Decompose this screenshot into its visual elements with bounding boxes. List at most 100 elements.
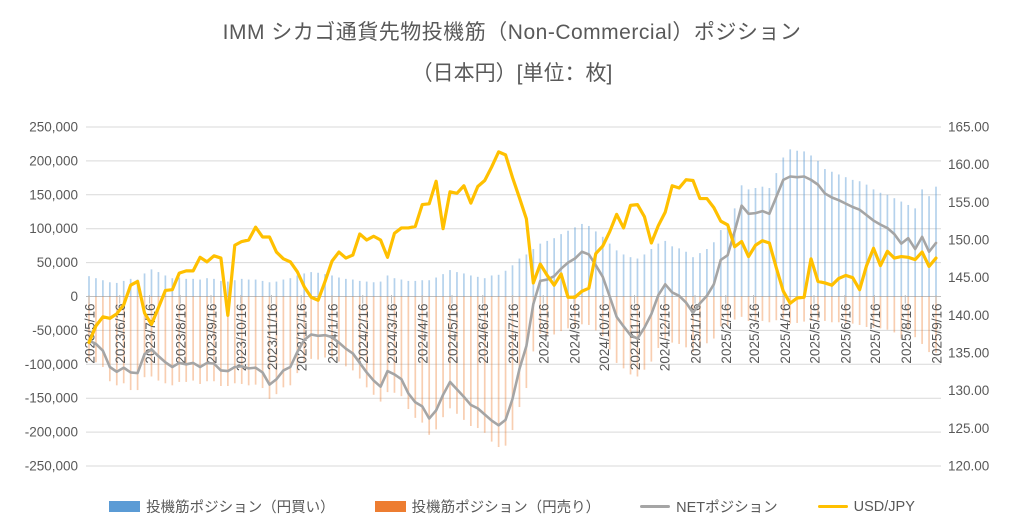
short-position-bar [150, 296, 153, 377]
short-position-bar [338, 296, 340, 362]
short-position-bar [678, 296, 680, 344]
short-position-bar [108, 296, 111, 382]
x-axis-label: 2024/9/16 [567, 304, 582, 364]
long-position-bar [643, 254, 646, 297]
long-position-bar [310, 272, 313, 297]
short-position-bar [171, 296, 174, 386]
y-axis-left-tick-label: 50,000 [37, 255, 78, 270]
long-position-bar [476, 276, 479, 297]
y-axis-right-tick-label: 120.00 [948, 459, 989, 474]
long-position-bar [102, 280, 104, 297]
long-position-bar [220, 280, 222, 297]
long-position-bar [928, 196, 930, 297]
x-axis-label: 2023/9/16 [204, 304, 219, 364]
short-position-bar [407, 296, 410, 410]
long-position-bar [282, 279, 285, 297]
legend-item-2: NETポジション [640, 496, 778, 517]
y-axis-left-tick-label: -200,000 [25, 425, 78, 440]
long-position-bar [872, 189, 875, 297]
short-position-bar [789, 296, 792, 324]
short-position-bar [837, 296, 840, 323]
short-position-bar [240, 296, 243, 384]
short-position-bar [844, 296, 847, 323]
short-position-bar [935, 296, 937, 353]
long-position-bar [289, 278, 292, 297]
long-position-bar [803, 151, 805, 297]
short-position-bar [88, 296, 90, 361]
short-position-bar [921, 296, 923, 344]
long-position-bar [185, 278, 188, 297]
short-position-bar [303, 296, 306, 363]
short-position-bar [581, 296, 583, 325]
short-position-bar [900, 296, 903, 339]
short-position-bar [539, 296, 542, 334]
short-position-bar [615, 296, 618, 363]
legend-item-1: 投機筋ポジション（円売り） [374, 496, 601, 517]
long-position-bar [907, 204, 910, 297]
long-position-bar [115, 282, 118, 297]
short-position-bar [331, 296, 333, 359]
short-position-bar [747, 296, 750, 321]
short-position-bar [372, 296, 375, 395]
x-axis-label: 2025/8/16 [899, 304, 914, 364]
long-position-bar [511, 265, 514, 297]
y-axis-left-tick-label: -150,000 [25, 391, 78, 406]
long-position-bar [518, 258, 521, 297]
long-position-bar [636, 258, 639, 297]
short-position-bar [386, 296, 389, 393]
legend-label-3: USD/JPY [853, 498, 915, 515]
short-position-bar [858, 296, 861, 325]
short-position-bar [914, 296, 917, 338]
x-axis-label: 2025/1/16 [688, 304, 703, 364]
short-position-bar [324, 296, 326, 358]
long-position-bar [678, 248, 680, 297]
short-position-bar [463, 296, 465, 420]
y-axis-left-tick-label: 0 [70, 289, 78, 304]
short-position-bar [185, 296, 188, 382]
long-position-bar [706, 249, 708, 297]
legend-label-1: 投機筋ポジション（円売り） [411, 500, 601, 516]
long-position-bar [844, 177, 847, 297]
y-axis-right-tick-label: 150.00 [948, 233, 989, 248]
short-position-bar [546, 296, 549, 336]
short-position-bar [851, 296, 854, 324]
short-position-bar [553, 296, 556, 335]
long-position-bar [629, 257, 632, 297]
x-axis-label: 2024/7/16 [506, 304, 521, 364]
long-position-bar [810, 155, 812, 297]
long-position-bar [837, 174, 840, 297]
short-position-bar [206, 296, 208, 382]
short-position-bar [643, 296, 646, 370]
long-position-bar [192, 278, 194, 297]
x-axis-label: 2023/10/16 [234, 304, 249, 372]
long-position-bar [261, 280, 264, 297]
long-position-bar [463, 273, 465, 297]
short-position-bar [379, 296, 382, 402]
long-position-bar [733, 208, 736, 297]
short-position-bar [136, 296, 139, 391]
long-position-bar [240, 278, 243, 297]
long-position-bar [414, 280, 417, 297]
short-position-bar [650, 296, 653, 362]
long-position-bar [268, 282, 271, 297]
long-position-bar [365, 281, 368, 297]
y-axis-right-tick-label: 160.00 [948, 157, 989, 172]
short-position-bar [247, 296, 250, 386]
long-position-bar [539, 243, 542, 297]
short-position-bar [588, 296, 590, 325]
x-axis-label: 2024/5/16 [446, 304, 461, 364]
short-position-bar [511, 296, 514, 431]
long-position-bar [407, 280, 410, 297]
short-position-bar [664, 296, 667, 340]
long-position-bar [546, 240, 549, 297]
long-position-bar [164, 275, 167, 297]
long-position-bar [935, 186, 937, 297]
long-position-bar [601, 236, 604, 297]
short-position-bar [740, 296, 743, 317]
short-position-bar [143, 296, 146, 378]
short-position-bar [824, 296, 826, 321]
y-axis-right-tick-label: 140.00 [948, 308, 989, 323]
long-position-bar [296, 275, 299, 297]
short-position-bar [518, 296, 521, 408]
